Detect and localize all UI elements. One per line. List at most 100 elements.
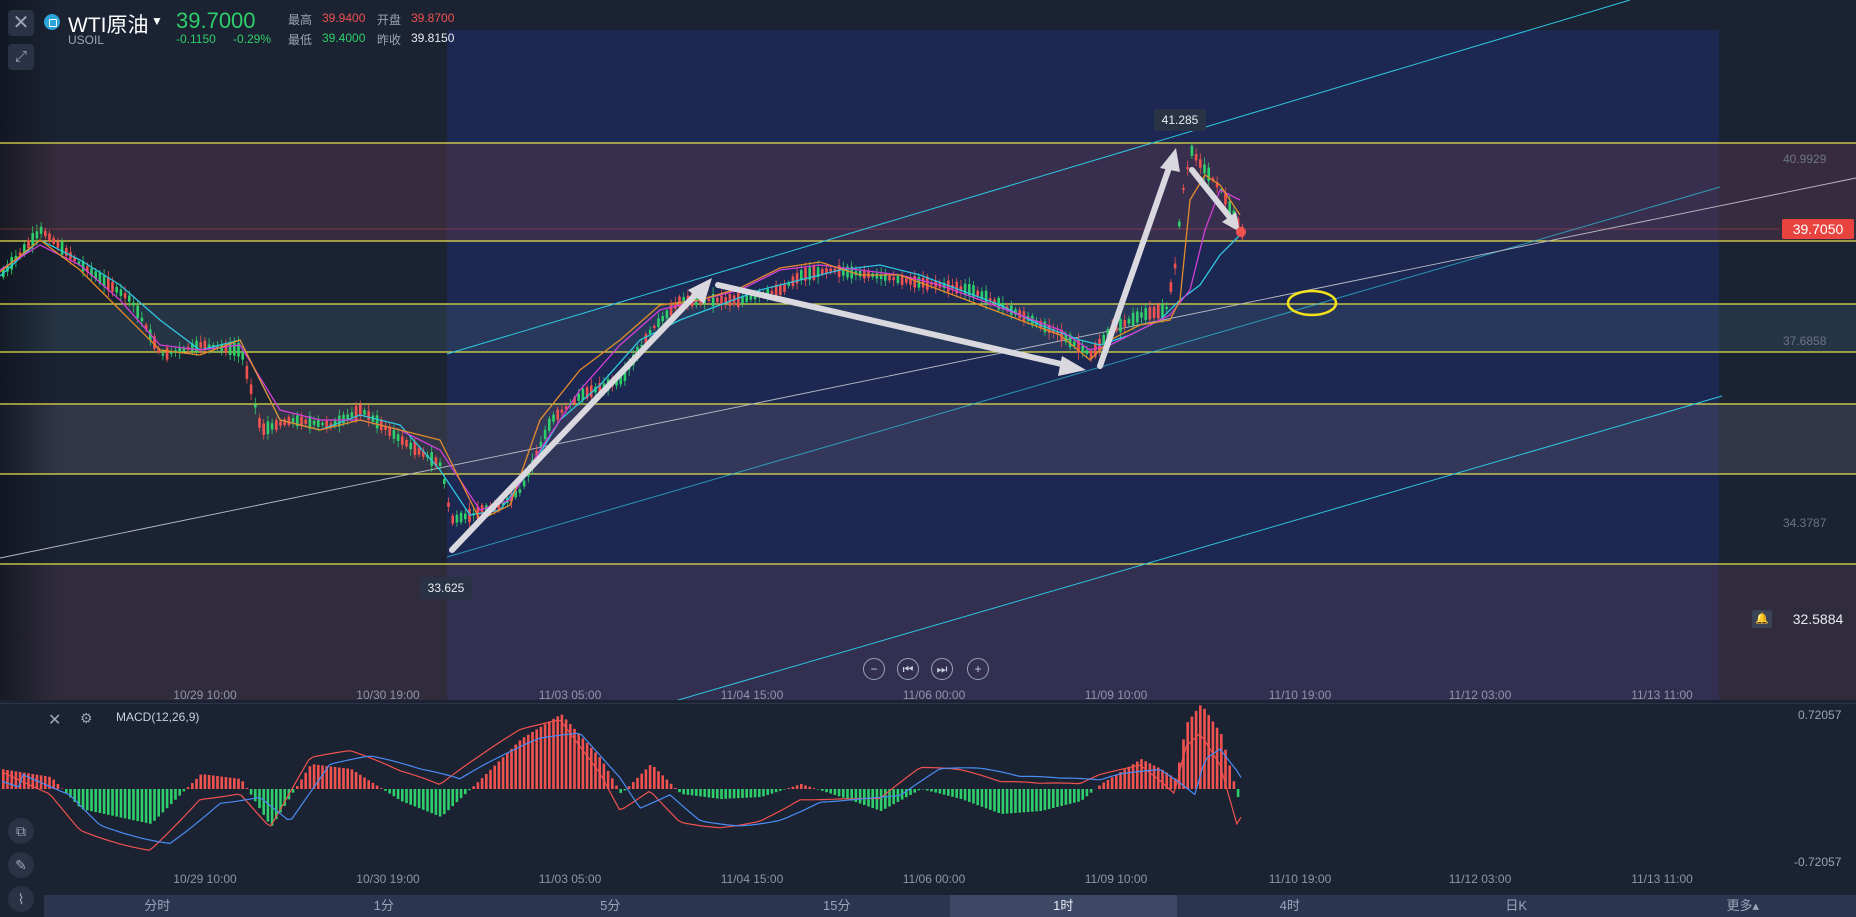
- candle-body: [1207, 167, 1210, 181]
- zoom-in-button[interactable]: +: [967, 658, 989, 680]
- macd-bar: [1098, 785, 1101, 789]
- main-chart[interactable]: [0, 0, 1856, 700]
- macd-bar: [909, 789, 912, 795]
- macd-bar: [930, 789, 933, 792]
- candle-body: [1127, 318, 1131, 324]
- macd-bar: [976, 789, 979, 806]
- candle-body: [804, 267, 807, 281]
- macd-bar: [573, 728, 576, 789]
- pen-icon[interactable]: ✎: [8, 852, 34, 878]
- trend-line: [0, 177, 1856, 559]
- alert-price[interactable]: 32.5884: [1792, 611, 1844, 627]
- candle-body: [375, 415, 379, 429]
- macd-bar: [1140, 759, 1143, 789]
- candle-body: [543, 429, 547, 440]
- macd-bottom-value: -0.72057: [1794, 855, 1842, 869]
- low-marker: 33.625: [420, 577, 472, 599]
- macd-bar: [535, 729, 538, 789]
- close-icon[interactable]: ✕: [8, 10, 34, 36]
- candle-body: [573, 397, 576, 404]
- close-icon[interactable]: ✕: [48, 712, 62, 729]
- tab-timeframe[interactable]: 分时: [144, 898, 171, 913]
- macd-bar: [556, 716, 559, 789]
- candle-body: [648, 329, 652, 335]
- macd-bar: [917, 789, 921, 791]
- macd-bar: [686, 789, 690, 795]
- macd-bar: [703, 789, 706, 797]
- macd-bar: [1228, 765, 1231, 789]
- macd-bar: [707, 789, 711, 798]
- macd-bar: [741, 789, 744, 798]
- macd-bar: [69, 789, 72, 798]
- macd-bar: [989, 789, 992, 810]
- macd-bar: [543, 724, 547, 789]
- tab-timeframe[interactable]: 15分: [823, 898, 851, 913]
- prev-close-label: 昨收: [377, 33, 402, 47]
- candle-body: [136, 305, 139, 318]
- macd-bar: [480, 778, 484, 789]
- candle-body: [1194, 153, 1198, 161]
- macd-bar: [86, 789, 89, 811]
- macd-bar: [569, 724, 572, 789]
- macd-bar: [938, 789, 942, 794]
- tab-timeframe[interactable]: 5分: [600, 898, 621, 913]
- macd-bar: [1144, 761, 1147, 789]
- tab-timeframe-more[interactable]: 更多▴: [1726, 898, 1760, 913]
- drawn-arrows: [449, 148, 1240, 553]
- macd-bar: [716, 789, 719, 799]
- chart-type-icon[interactable]: ⌇: [8, 886, 34, 912]
- tab-timeframe-active[interactable]: 1时: [950, 895, 1177, 917]
- caret-down-icon[interactable]: ▼: [151, 14, 163, 28]
- indicator-icon[interactable]: ⧉: [8, 818, 34, 844]
- bell-icon[interactable]: 🔔: [1752, 610, 1772, 628]
- candle-body: [300, 416, 303, 426]
- zoom-out-button[interactable]: −: [863, 658, 885, 680]
- candle-body: [619, 376, 622, 385]
- draw-tool-icon[interactable]: ⤢: [8, 44, 34, 70]
- time-label: 11/06 00:00: [902, 688, 966, 702]
- macd-bar: [1190, 716, 1194, 789]
- candle-body: [770, 290, 774, 294]
- macd-bar: [102, 789, 106, 814]
- macd-bar: [350, 769, 354, 789]
- macd-bar: [73, 789, 76, 802]
- macd-bar: [312, 764, 316, 789]
- tab-timeframe[interactable]: 1分: [373, 898, 394, 913]
- candle-body: [65, 248, 68, 256]
- candle-body: [598, 382, 601, 394]
- macd-chart[interactable]: [0, 704, 1856, 894]
- candle-body: [388, 426, 391, 436]
- time-label: 11/12 03:00: [1448, 688, 1512, 702]
- candle-body: [438, 462, 442, 467]
- macd-bar: [518, 740, 522, 789]
- macd-bar: [119, 789, 123, 818]
- macd-bar: [644, 769, 648, 789]
- macd-bar: [858, 789, 862, 804]
- candle-body: [39, 226, 43, 234]
- next-button[interactable]: ⏭: [931, 658, 953, 680]
- macd-bar: [363, 777, 366, 789]
- candle-body: [430, 452, 433, 466]
- candle-body: [1081, 345, 1084, 353]
- macd-bar: [594, 752, 597, 789]
- macd-bar: [359, 774, 362, 789]
- candle-body: [623, 367, 627, 381]
- candle-body: [1152, 306, 1156, 319]
- tab-timeframe[interactable]: 4时: [1279, 898, 1300, 913]
- macd-bar: [842, 789, 845, 798]
- symbol-name[interactable]: WTI原油: [68, 14, 149, 37]
- macd-bar: [640, 773, 643, 789]
- macd-bar: [1089, 789, 1093, 793]
- macd-bar: [632, 782, 635, 789]
- macd-bar: [182, 789, 186, 792]
- prev-button[interactable]: ⏮: [897, 658, 919, 680]
- macd-bar: [774, 789, 778, 793]
- macd-bar: [451, 789, 454, 807]
- macd-bar: [808, 786, 811, 789]
- candle-body: [464, 513, 467, 520]
- candle-body: [728, 293, 732, 307]
- macd-bar: [497, 761, 501, 789]
- last-price-dot: [1236, 227, 1246, 237]
- tab-timeframe[interactable]: 日K: [1505, 898, 1528, 913]
- settings-icon[interactable]: ⚙: [80, 710, 93, 726]
